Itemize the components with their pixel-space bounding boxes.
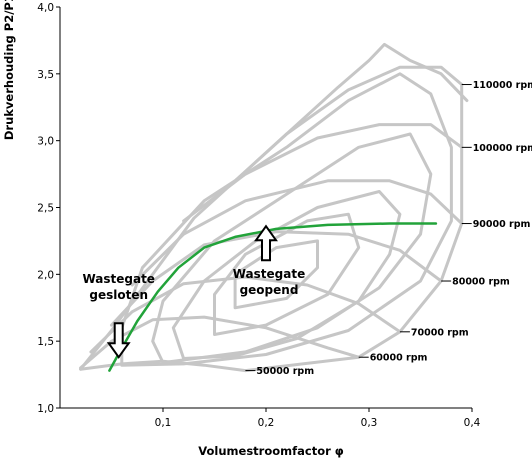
annotation-wastegate-geopend-line-2: geopend: [240, 283, 299, 297]
efficiency-island-4: [213, 212, 361, 336]
annotation-wastegate-geopend-arrow: [254, 224, 278, 262]
speed-line-70000-rpm: [89, 275, 402, 354]
rpm-label-90000-rpm: 90000 rpm: [473, 219, 531, 230]
speed-line-80000-rpm: [110, 230, 443, 327]
operating-line-layer: [108, 222, 438, 372]
y-tick-label: 3,5: [37, 69, 54, 81]
rpm-label-100000-rpm: 100000 rpm: [473, 143, 532, 154]
y-axis-title: Drukverhouding P2/P1: [2, 0, 16, 140]
rpm-label-60000-rpm: 60000 rpm: [370, 353, 428, 364]
efficiency-island-1: [120, 72, 453, 367]
x-tick-label: 0,1: [155, 417, 172, 429]
rpm-label-110000-rpm: 110000 rpm: [473, 80, 532, 91]
speed-line-60000-rpm: [79, 315, 361, 370]
y-tick-label: 1,5: [37, 336, 54, 348]
axes: 1,0 1,5 2,0 2,5 3,0 3,5 4,0 0,1 0,2 0,3 0,4: [37, 2, 480, 429]
y-tick-label: 4,0: [37, 2, 54, 14]
speed-line-110000-rpm: [233, 65, 464, 183]
x-tick-label: 0,3: [361, 417, 378, 429]
operating-line: [108, 222, 438, 372]
efficiency-island-2: [151, 132, 433, 365]
rpm-label-50000-rpm: 50000 rpm: [256, 366, 314, 377]
annotations: Wastegate gesloten Wastegate geopend: [82, 224, 306, 359]
x-axis-title: Volumestroomfactor φ: [198, 444, 344, 458]
rpm-labels: 50000 rpm 60000 rpm 70000 rpm 80000 rpm 9000…: [245, 80, 532, 377]
contour-layer: [79, 42, 469, 373]
efficiency-island-5: [233, 239, 319, 310]
rpm-label-80000-rpm: 80000 rpm: [452, 277, 510, 288]
rpm-label-70000-rpm: 70000 rpm: [411, 327, 469, 338]
annotation-wastegate-geopend-line-1: Wastegate: [233, 267, 306, 281]
y-tick-label: 3,0: [37, 136, 54, 148]
x-tick-label: 0,2: [258, 417, 275, 429]
annotation-wastegate-gesloten-line-2: gesloten: [89, 288, 148, 302]
speed-line-50000-rpm: [79, 359, 247, 373]
y-tick-label: 2,5: [37, 203, 54, 215]
speed-line-90000-rpm: [130, 179, 464, 287]
annotation-wastegate-gesloten-line-1: Wastegate: [82, 272, 155, 286]
annotation-wastegate-gesloten-arrow: [106, 322, 131, 359]
surge-line: [79, 42, 469, 371]
y-tick-label: 2,0: [37, 269, 54, 281]
y-tick-label: 1,0: [37, 403, 54, 415]
efficiency-island-3: [171, 190, 402, 360]
x-tick-label: 0,4: [464, 417, 481, 429]
